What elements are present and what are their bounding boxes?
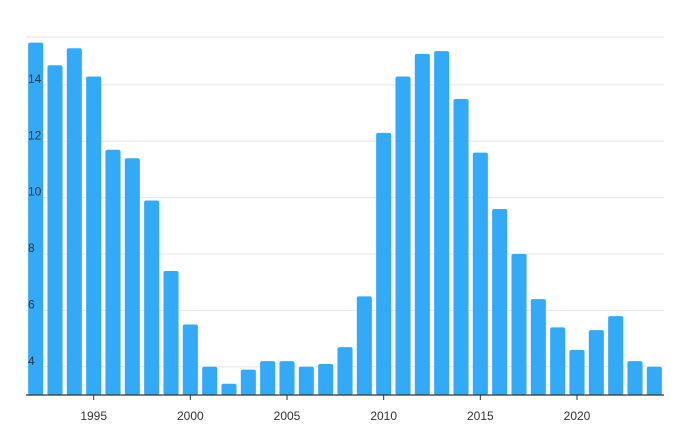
bar-1992 (28, 42, 44, 395)
bar-1995 (86, 76, 102, 396)
bar-2001 (202, 366, 218, 395)
bar-2016 (492, 208, 508, 395)
bar-2019 (550, 327, 566, 395)
y-tick-label: 12 (28, 128, 42, 142)
y-tick-label: 4 (28, 354, 35, 368)
bar-2012 (414, 53, 430, 395)
bar-1993 (47, 65, 63, 395)
bar-1994 (66, 48, 82, 395)
bar-2003 (240, 369, 256, 395)
bar-2021 (588, 330, 604, 395)
x-axis-ticks: 1995 2000 2005 2010 2015 2020 (80, 395, 591, 423)
bar-2024 (646, 366, 662, 395)
y-gridlines (26, 36, 664, 368)
bar-2013 (434, 51, 450, 396)
bar-1996 (105, 149, 121, 395)
bar-2005 (279, 361, 295, 395)
x-tick-label: 2000 (177, 409, 204, 423)
y-tick-label: 6 (28, 297, 35, 311)
y-tick-label: 14 (28, 72, 42, 86)
x-tick-label: 2015 (467, 409, 494, 423)
bar-2017 (511, 254, 527, 395)
y-axis-tick-labels: 4 6 8 10 12 14 (28, 72, 42, 368)
bar-2007 (318, 363, 334, 395)
bar-2010 (376, 132, 392, 395)
y-tick-label: 8 (28, 241, 35, 255)
x-tick-label: 2005 (274, 409, 301, 423)
bar-2014 (453, 99, 469, 396)
bar-2018 (530, 299, 546, 395)
bar-2008 (337, 347, 353, 395)
bar-2015 (472, 152, 488, 395)
bar-2006 (298, 366, 314, 395)
x-tick-label: 2010 (370, 409, 397, 423)
bar-2009 (356, 296, 372, 395)
bar-2002 (221, 383, 237, 395)
bar-1997 (124, 158, 140, 395)
bar-2020 (569, 349, 585, 395)
bar-1999 (163, 270, 179, 395)
x-tick-label: 1995 (80, 409, 107, 423)
bar-1998 (144, 200, 160, 395)
bar-2004 (260, 361, 276, 395)
bar-2022 (608, 316, 624, 395)
y-tick-label: 10 (28, 185, 42, 199)
bar-2023 (627, 361, 643, 395)
bars (28, 42, 662, 396)
x-tick-label: 2020 (564, 409, 591, 423)
bar-2000 (182, 324, 198, 395)
bar-2011 (395, 76, 411, 396)
